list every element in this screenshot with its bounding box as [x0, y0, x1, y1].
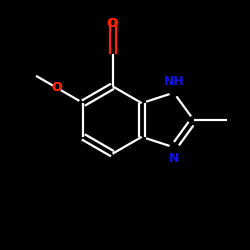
- Text: O: O: [52, 82, 62, 94]
- Text: O: O: [106, 17, 117, 30]
- Text: O: O: [107, 17, 118, 30]
- Text: NH: NH: [164, 75, 184, 88]
- Text: O: O: [52, 82, 62, 94]
- Text: N: N: [169, 152, 179, 165]
